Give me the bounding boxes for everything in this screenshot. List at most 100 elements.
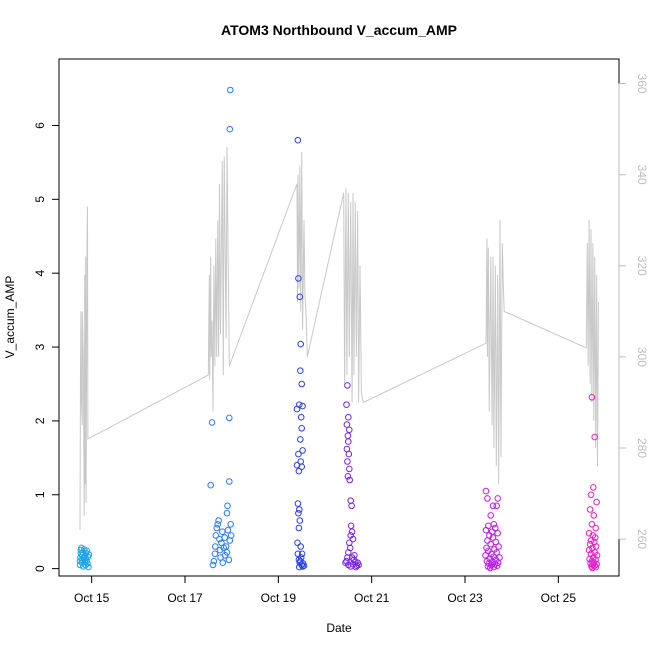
data-point-series-2	[227, 86, 234, 94]
data-point-series-4	[343, 401, 350, 409]
y-axis-label: V_accum_AMP	[3, 276, 17, 359]
x-tick-label: Oct 25	[541, 591, 577, 605]
data-point-series-3	[294, 500, 302, 507]
data-point-series-2	[219, 559, 227, 567]
data-point-series-3	[300, 562, 308, 570]
data-point-series-2	[226, 478, 233, 485]
x-axis: Oct 15 Oct 17 Oct 19 Oct 21 Oct 23 Oct 25	[74, 575, 577, 605]
data-point-series-4	[344, 382, 351, 389]
data-point-series-1	[83, 557, 90, 564]
chart-title: ATOM3 Northbound V_accum_AMP	[221, 22, 457, 38]
data-point-series-2	[214, 521, 221, 528]
x-tick-label: Oct 19	[261, 591, 297, 605]
data-point-series-6	[590, 512, 598, 519]
data-point-series-6	[592, 543, 600, 550]
data-point-series-2	[227, 532, 235, 539]
data-point-series-4	[345, 438, 352, 445]
data-point-series-5	[482, 552, 489, 559]
secondary-y-tick-label: 320	[635, 256, 649, 276]
data-point-series-2	[226, 414, 233, 422]
data-point-series-5	[492, 524, 499, 532]
data-point-series-3	[298, 425, 306, 432]
data-point-series-6	[592, 563, 600, 571]
data-point-series-4	[352, 563, 360, 571]
y-tick-label: 4	[33, 270, 47, 277]
x-tick-label: Oct 23	[447, 591, 483, 605]
data-point-series-5	[493, 502, 501, 510]
data-point-series-5	[486, 564, 494, 572]
data-point-series-2	[224, 526, 232, 534]
data-point-series-2	[223, 509, 231, 517]
data-point-series-4	[348, 502, 355, 510]
data-point-series-5	[493, 562, 501, 570]
data-point-series-4	[343, 557, 350, 565]
data-point-series-2	[209, 561, 217, 569]
data-point-series-2	[211, 550, 219, 558]
secondary-y-axis: 260 280 300 320 340 360	[618, 74, 649, 549]
data-point-series-3	[295, 524, 303, 532]
data-point-series-3	[296, 293, 304, 301]
data-point-series-2	[223, 549, 231, 556]
secondary-line	[79, 147, 599, 531]
data-point-series-2	[213, 524, 220, 532]
data-point-series-4	[351, 552, 358, 559]
data-point-series-4	[346, 476, 354, 484]
data-point-series-3	[297, 543, 305, 550]
data-point-series-5	[487, 540, 495, 548]
data-point-series-6	[590, 484, 597, 491]
data-point-series-4	[347, 522, 355, 530]
data-point-series-6	[589, 564, 596, 572]
secondary-y-tick-label: 260	[635, 529, 649, 549]
data-point-series-1	[85, 563, 92, 571]
data-point-series-5	[494, 495, 502, 502]
y-tick-label: 3	[33, 343, 47, 350]
data-point-series-2	[221, 534, 228, 541]
data-point-series-5	[487, 512, 495, 519]
y-tick-label: 5	[33, 196, 47, 203]
data-point-series-6	[587, 491, 595, 499]
plot-frame	[58, 58, 620, 577]
data-point-series-5	[482, 487, 490, 495]
data-point-series-4	[345, 413, 352, 421]
data-point-series-6	[585, 546, 593, 554]
data-point-series-6	[588, 521, 596, 528]
data-point-series-6	[586, 506, 594, 513]
y-axis: 0 1 2 3 4 5 6	[33, 122, 60, 572]
data-point-series-5	[489, 502, 497, 510]
x-tick-label: Oct 17	[167, 591, 203, 605]
data-point-series-2	[219, 528, 226, 536]
data-point-series-5	[490, 521, 498, 528]
secondary-line-layer	[79, 147, 599, 531]
scatter-points-layer	[76, 86, 601, 572]
data-point-series-4	[346, 426, 353, 434]
data-point-series-6	[588, 394, 596, 401]
secondary-y-tick-label: 280	[635, 438, 649, 458]
data-point-series-6	[593, 498, 600, 506]
data-point-series-2	[210, 557, 218, 565]
data-point-series-5	[482, 526, 490, 534]
data-point-series-3	[293, 461, 301, 469]
data-point-series-6	[588, 563, 595, 570]
data-point-series-3	[295, 275, 302, 282]
data-point-series-3	[297, 367, 304, 375]
data-point-series-5	[494, 529, 502, 537]
secondary-y-tick-label: 360	[635, 74, 649, 94]
data-point-series-3	[299, 447, 306, 454]
data-point-series-3	[298, 550, 306, 558]
data-point-series-2	[225, 556, 233, 564]
data-point-series-2	[212, 543, 219, 550]
data-point-series-4	[345, 450, 353, 458]
data-point-series-3	[299, 402, 306, 410]
x-tick-label: Oct 21	[354, 591, 390, 605]
data-point-series-3	[298, 463, 306, 471]
data-point-series-3	[293, 405, 301, 413]
data-point-series-3	[297, 554, 305, 561]
data-point-series-4	[346, 465, 353, 473]
data-point-series-3	[297, 413, 305, 421]
data-point-series-3	[296, 506, 303, 513]
data-point-series-4	[344, 458, 351, 465]
y-tick-label: 6	[33, 122, 47, 129]
y-tick-label: 1	[33, 491, 47, 498]
data-point-series-2	[224, 502, 231, 510]
